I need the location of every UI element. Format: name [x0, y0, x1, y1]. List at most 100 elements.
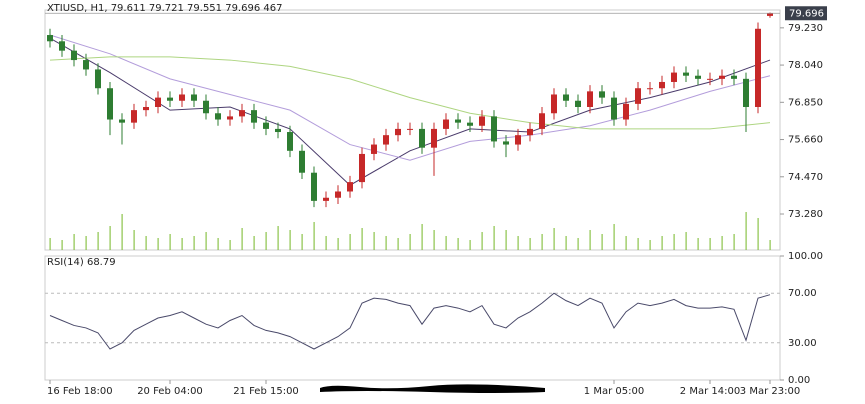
candle-body: [431, 128, 437, 148]
volume-bar: [73, 234, 75, 250]
volume-bar: [361, 228, 363, 250]
x-tick-label: 3 Mar 23:00: [740, 386, 800, 397]
y-tick-label: 75.660: [788, 135, 823, 146]
candle-body: [179, 94, 185, 101]
volume-bar: [349, 234, 351, 250]
volume-bar: [265, 232, 267, 250]
price-box: [785, 6, 827, 21]
candle-body: [419, 128, 425, 148]
y-tick-label: 76.850: [788, 97, 823, 108]
candle-body: [251, 110, 257, 123]
candle-body: [155, 97, 161, 108]
candle-body: [407, 128, 413, 130]
candle-body: [467, 122, 473, 126]
candle-body: [767, 13, 773, 16]
volume-bar: [757, 218, 759, 250]
volume-bar: [517, 236, 519, 250]
candle-body: [503, 141, 509, 145]
moving-average: [49, 34, 771, 161]
volume-bar: [409, 234, 411, 250]
candle-body: [203, 100, 209, 114]
y-tick-label: 0.00: [788, 375, 810, 386]
volume-bar: [481, 232, 483, 250]
volume-bar: [385, 236, 387, 250]
candle-body: [635, 88, 641, 104]
rsi-panel: [44, 255, 781, 381]
volume-bar: [313, 222, 315, 250]
volume-bar: [529, 238, 531, 250]
price-panel: [44, 9, 781, 251]
candle-body: [491, 116, 497, 142]
candle-body: [611, 97, 617, 120]
volume-bar: [721, 236, 723, 250]
rsi-title: RSI(14) 68.79: [47, 257, 116, 268]
volume-bar: [97, 232, 99, 250]
volume-bar: [157, 238, 159, 250]
y-tick-label: 100.00: [788, 251, 823, 262]
candle-body: [479, 116, 485, 126]
candle-body: [383, 135, 389, 145]
redaction: [320, 384, 545, 393]
current-price: 79.696: [789, 8, 824, 19]
volume-bar: [121, 214, 123, 250]
candle-body: [323, 197, 329, 201]
volume-bar: [625, 236, 627, 250]
candle-body: [563, 94, 569, 101]
x-tick-label: 21 Feb 15:00: [233, 386, 299, 397]
candle-body: [47, 35, 53, 42]
candle-body: [299, 150, 305, 173]
volume-bar: [241, 228, 243, 250]
candle-body: [239, 110, 245, 117]
volume-bar: [445, 236, 447, 250]
volume-bar: [145, 236, 147, 250]
y-tick-label: 30.00: [788, 338, 817, 349]
volume-bar: [253, 236, 255, 250]
candle-body: [443, 119, 449, 129]
candle-body: [599, 91, 605, 98]
candle-body: [755, 28, 761, 108]
candle-body: [527, 128, 533, 136]
candle-body: [359, 153, 365, 183]
candle-body: [515, 135, 521, 145]
volume-bar: [289, 230, 291, 250]
candle-body: [131, 110, 137, 123]
rsi-line: [49, 292, 771, 350]
volume-bar: [733, 234, 735, 250]
volume-bar: [745, 212, 747, 250]
volume-bar: [133, 230, 135, 250]
volume-bar: [397, 238, 399, 250]
volume-bar: [433, 230, 435, 250]
x-tick-label: 1 Mar 05:00: [584, 386, 644, 397]
candle-body: [191, 94, 197, 101]
volume-bar: [205, 232, 207, 250]
candle-body: [287, 132, 293, 151]
candle-body: [551, 94, 557, 114]
candle-body: [683, 72, 689, 76]
y-tick-label: 74.470: [788, 172, 823, 183]
candle-body: [95, 69, 101, 89]
y-tick-label: 79.230: [788, 23, 823, 34]
y-tick-label: 78.040: [788, 60, 823, 71]
candle-body: [587, 91, 593, 108]
volume-bar: [493, 226, 495, 250]
candle-body: [707, 78, 713, 80]
volume-bar: [673, 234, 675, 250]
candle-body: [455, 119, 461, 123]
candle-body: [731, 75, 737, 79]
volume-bar: [577, 238, 579, 250]
volume-bar: [613, 224, 615, 250]
volume-bar: [49, 238, 51, 250]
volume-bar: [109, 226, 111, 250]
y-tick-label: 73.280: [788, 209, 823, 220]
volume-bar: [601, 234, 603, 250]
x-tick-label: 20 Feb 04:00: [137, 386, 203, 397]
moving-average: [49, 56, 771, 130]
volume-bar: [193, 236, 195, 250]
candle-body: [371, 144, 377, 154]
candle-body: [107, 88, 113, 120]
volume-bar: [685, 232, 687, 250]
volume-bar: [769, 240, 771, 250]
candle-body: [719, 75, 725, 79]
candle-body: [167, 97, 173, 101]
volume-bar: [229, 240, 231, 250]
